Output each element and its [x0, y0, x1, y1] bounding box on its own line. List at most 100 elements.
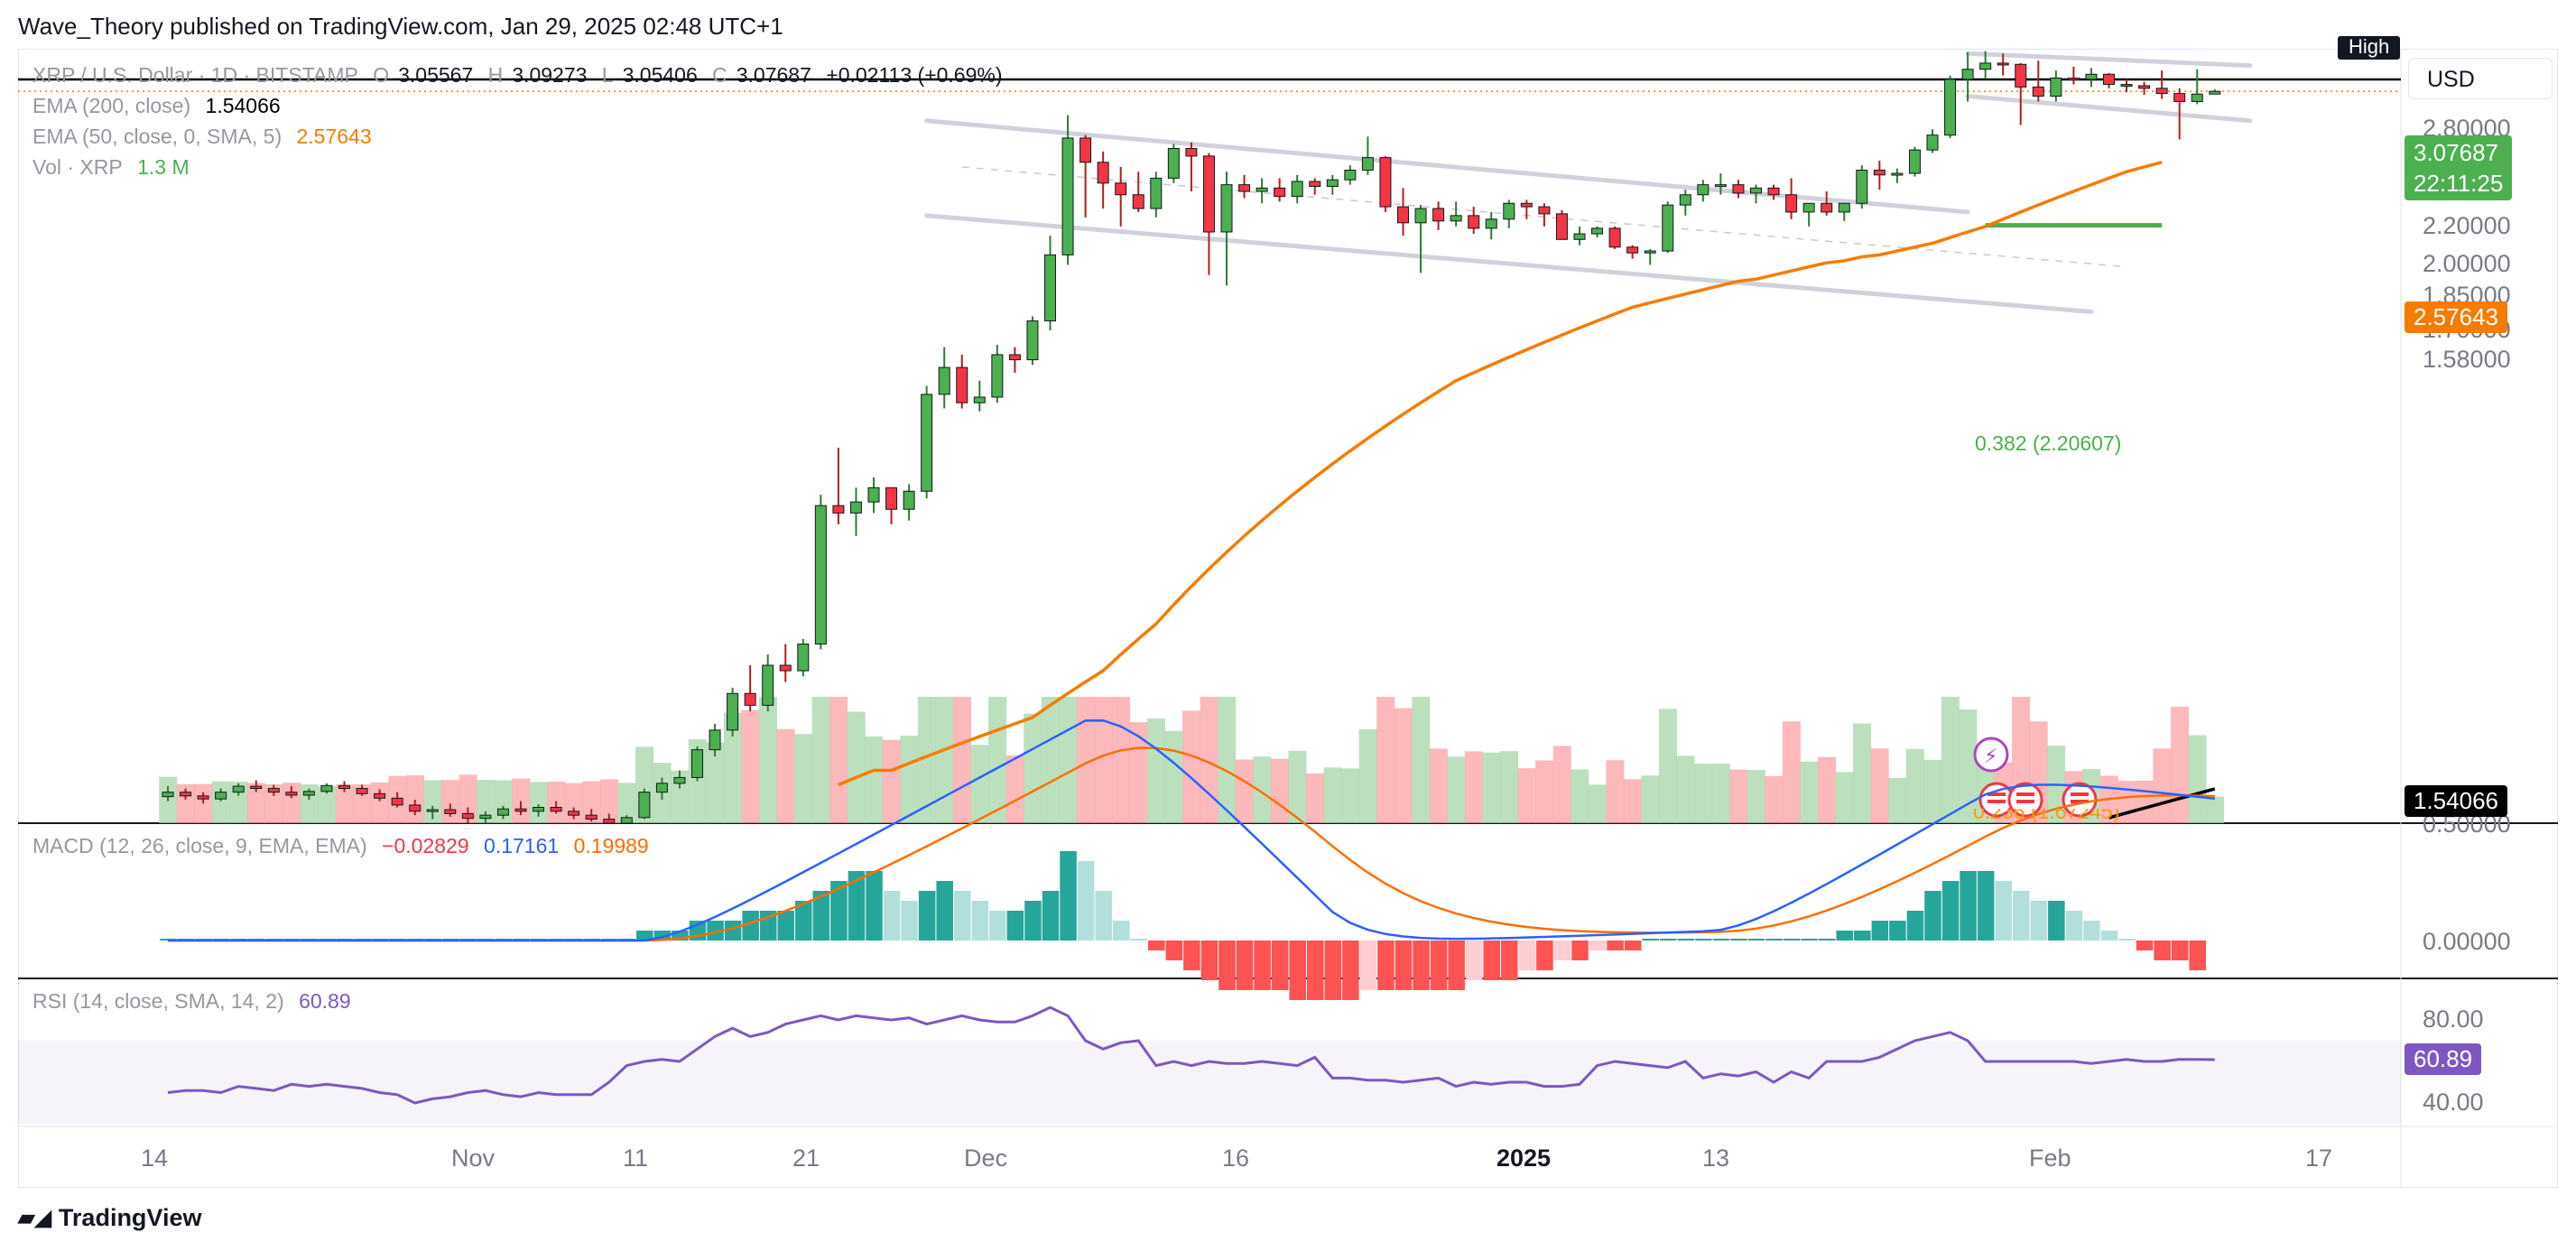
candle: [1944, 75, 1957, 138]
candle-body: [1061, 137, 1074, 255]
candle: [1326, 174, 1339, 195]
ohlc-l-label: L: [601, 63, 614, 87]
channel-line-upper_1: [924, 118, 1970, 215]
candle: [514, 801, 527, 816]
volume-bar: [459, 774, 477, 823]
candle-body: [1026, 320, 1039, 361]
candle: [867, 477, 880, 514]
time-tick-label: 16: [1222, 1144, 1250, 1172]
macd-hist-bar: [1854, 931, 1871, 941]
candle-body: [1821, 202, 1833, 213]
macd-hist-bar: [2118, 939, 2136, 941]
macd-hist-bar: [1112, 921, 1130, 941]
macd-label: MACD (12, 26, close, 9, EMA, EMA): [32, 834, 367, 857]
volume-bar: [2153, 748, 2172, 823]
candle-body: [1608, 227, 1621, 248]
candle-body: [302, 791, 315, 796]
candle: [2032, 60, 2044, 102]
macd-hist-bar: [830, 881, 848, 941]
candle: [2209, 88, 2221, 95]
candle: [797, 638, 810, 677]
macd-hist-bar: [1130, 939, 1148, 941]
macd-hist-bar: [1518, 941, 1536, 970]
ema50-line: [838, 161, 2163, 787]
candle-body: [1256, 187, 1268, 192]
macd-hist-bar: [2136, 941, 2154, 950]
volume-bar: [1041, 697, 1060, 823]
candle-body: [867, 486, 880, 503]
volume-bar: [1094, 697, 1113, 823]
candle-body: [1167, 147, 1180, 179]
volume-bar: [1076, 697, 1095, 823]
macd-hist-bar: [1219, 941, 1236, 990]
volume-bar: [1711, 764, 1730, 823]
volume-bar: [1024, 713, 1042, 823]
price-pane: ⚡: [18, 51, 2401, 823]
macd-zero-tick: 0.00000: [2423, 928, 2511, 955]
volume-bar: [1447, 756, 1466, 823]
candle-body: [1679, 194, 1691, 206]
volume-bar: [405, 775, 424, 823]
candle-body: [2103, 73, 2115, 86]
volume-legend[interactable]: Vol · XRP 1.3 M: [32, 155, 199, 180]
candle-body: [2067, 77, 2080, 80]
high-tag: High: [2338, 36, 2401, 60]
candle: [1309, 178, 1321, 195]
macd-pane: [160, 718, 2215, 1000]
candle-body: [903, 490, 915, 510]
candle-body: [1326, 179, 1339, 187]
currency-button[interactable]: USD: [2408, 58, 2553, 99]
rsi-tick-40: 40.00: [2423, 1089, 2484, 1116]
time-tick-label: 21: [792, 1144, 820, 1172]
candle-body: [885, 486, 898, 510]
candle-body: [938, 366, 950, 395]
candle-body: [1873, 170, 1886, 176]
macd-signal-value: 0.19989: [573, 834, 649, 857]
candle: [1714, 173, 1727, 195]
candle: [814, 495, 827, 650]
candle: [1115, 166, 1127, 227]
candle: [1167, 144, 1180, 183]
ema50-legend[interactable]: EMA (50, close, 0, SMA, 5) 2.57643: [32, 125, 381, 149]
macd-hist-bar: [672, 931, 689, 941]
us-flag-stripe: [2071, 800, 2089, 803]
volume-bar: [811, 697, 830, 823]
last-price: 3.07687: [2414, 139, 2498, 166]
candle: [1838, 202, 1850, 221]
candle-body: [1450, 215, 1462, 222]
channel-line-upper_2: [1965, 51, 2253, 69]
price-tick-label: 2.00000: [2423, 250, 2511, 278]
macd-hist-bar: [1077, 861, 1095, 941]
macd-hist-bar: [1977, 871, 1995, 941]
macd-hist-bar: [1995, 881, 2012, 941]
rsi-band: [18, 1041, 2401, 1124]
macd-hist-bar: [1465, 941, 1483, 980]
candle: [1679, 190, 1691, 216]
volume-bar: [723, 712, 742, 823]
candle: [215, 788, 227, 802]
volume-bar: [1571, 769, 1589, 823]
candle-body: [2085, 73, 2098, 80]
candle-body: [797, 644, 810, 672]
rsi-legend[interactable]: RSI (14, close, SMA, 14, 2) 60.89: [32, 989, 360, 1014]
fib-0382-label: 0.382 (2.20607): [1975, 431, 2122, 455]
macd-legend[interactable]: MACD (12, 26, close, 9, EMA, EMA) −0.028…: [32, 834, 658, 858]
candle-body: [2173, 93, 2186, 102]
ema200-legend[interactable]: EMA (200, close) 1.54066: [32, 94, 290, 118]
candle: [1344, 165, 1357, 185]
ohlc-c-label: C: [712, 63, 727, 87]
candle: [1150, 171, 1163, 218]
macd-hist-bar: [936, 881, 953, 941]
macd-hist-bar: [1906, 911, 1924, 941]
candle-body: [320, 784, 333, 792]
macd-hist-bar: [1747, 939, 1765, 941]
candle-body: [1008, 354, 1021, 361]
ema200-value: 1.54066: [205, 94, 281, 117]
volume-bar: [1941, 697, 1960, 823]
candle: [1873, 161, 1886, 190]
macd-hist-bar: [2012, 891, 2030, 941]
candle: [1220, 171, 1233, 286]
candle-body: [1397, 206, 1409, 224]
rsi-tick-80: 80.00: [2423, 1005, 2484, 1033]
